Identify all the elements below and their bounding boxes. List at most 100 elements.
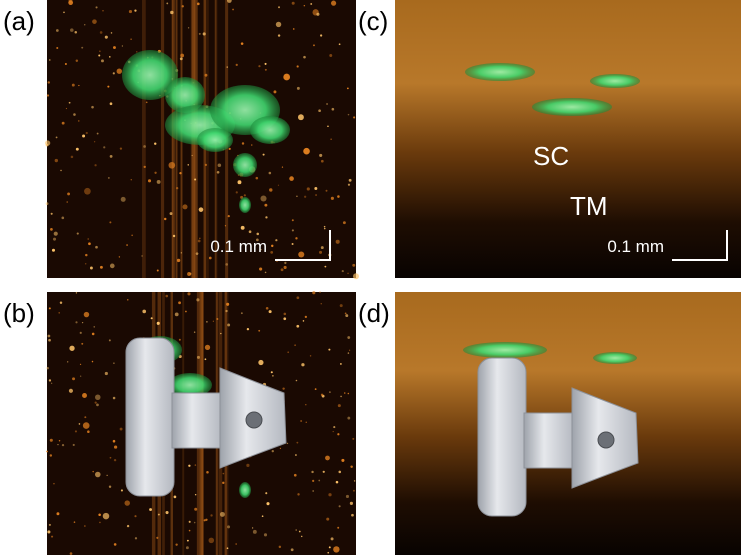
speckle: [318, 109, 321, 112]
speckle: [110, 264, 115, 269]
speckle: [189, 521, 191, 523]
speckle: [164, 218, 166, 220]
speckle: [278, 185, 279, 186]
speckle: [67, 361, 68, 362]
green-blob: [239, 482, 251, 498]
speckle: [282, 387, 284, 389]
speckle: [109, 56, 111, 58]
speckle: [312, 291, 315, 294]
speckle: [65, 63, 67, 65]
speckle: [282, 166, 283, 167]
speckle: [100, 266, 103, 269]
speckle: [298, 251, 304, 257]
speckle: [304, 196, 306, 198]
speckle: [88, 242, 91, 245]
speckle: [75, 430, 77, 432]
speckle: [276, 22, 281, 27]
speckle: [301, 536, 303, 538]
speckle: [336, 481, 339, 484]
speckle: [349, 179, 352, 182]
speckle: [337, 433, 339, 435]
speckle: [259, 267, 262, 270]
speckle: [175, 544, 177, 546]
speckle: [199, 33, 201, 35]
speckle: [142, 310, 146, 314]
speckle: [197, 356, 200, 359]
speckle: [343, 221, 346, 224]
speckle: [292, 219, 294, 221]
speckle: [352, 438, 354, 440]
speckle: [96, 6, 98, 8]
figure: 0.1 mm 0.1 mmSCTM (a) (b) (c) (d): [0, 0, 741, 555]
speckle: [156, 537, 158, 539]
speckle: [354, 480, 356, 482]
speckle: [314, 187, 317, 190]
speckle: [92, 333, 95, 336]
speckle: [328, 493, 331, 496]
green-blob: [465, 63, 535, 81]
speckle: [303, 148, 310, 155]
speckle: [110, 155, 113, 158]
speckle: [49, 59, 51, 61]
speckle: [120, 147, 122, 149]
speckle: [66, 108, 67, 109]
speckle: [264, 533, 267, 536]
speckle: [102, 10, 103, 11]
speckle: [110, 457, 112, 459]
speckle: [69, 102, 71, 104]
speckle: [105, 36, 108, 39]
speckle: [326, 518, 329, 521]
speckle: [73, 113, 76, 116]
speckle: [306, 422, 307, 423]
speckle: [338, 404, 341, 407]
speckle: [227, 66, 228, 67]
speckle: [48, 81, 50, 83]
speckle: [269, 188, 272, 191]
speckle: [331, 537, 334, 540]
speckle: [332, 108, 335, 111]
panel-label: (b): [3, 298, 35, 328]
speckle: [174, 496, 177, 499]
speckle: [337, 195, 340, 198]
speckle: [119, 256, 120, 257]
speckle: [297, 87, 300, 90]
speckle: [111, 32, 113, 34]
speckle: [323, 471, 325, 473]
speckle: [337, 527, 339, 529]
speckle: [265, 272, 267, 274]
speckle: [176, 187, 178, 189]
speckle: [188, 164, 189, 165]
speckle: [157, 322, 160, 325]
speckle: [348, 114, 350, 116]
speckle: [46, 144, 49, 147]
speckle: [260, 195, 266, 201]
speckle: [236, 64, 238, 66]
speckle: [82, 135, 85, 138]
speckle: [340, 304, 343, 307]
speckle: [196, 298, 199, 301]
speckle: [165, 511, 168, 514]
speckle: [292, 243, 294, 245]
speckle: [280, 448, 281, 449]
speckle: [53, 483, 55, 485]
speckle: [218, 163, 222, 167]
speckle: [80, 376, 81, 377]
speckle: [198, 240, 201, 243]
speckle: [327, 125, 329, 127]
speckle: [319, 154, 322, 157]
speckle: [347, 336, 350, 339]
speckle: [86, 132, 88, 134]
speckle: [69, 389, 73, 393]
speckle: [177, 259, 180, 262]
speckle: [299, 531, 301, 533]
speckle: [61, 217, 64, 220]
speckle: [180, 57, 183, 60]
speckle: [294, 474, 297, 477]
speckle: [315, 388, 317, 390]
device-flange: [126, 338, 174, 496]
speckle: [269, 172, 272, 175]
speckle: [321, 394, 323, 396]
green-blob: [197, 128, 233, 152]
speckle: [143, 145, 146, 148]
speckle: [236, 191, 238, 193]
